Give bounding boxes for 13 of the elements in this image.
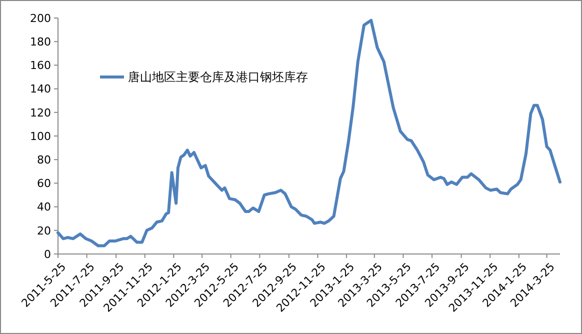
y-tick-label: 0 xyxy=(44,248,51,261)
y-tick-label: 100 xyxy=(30,130,51,143)
y-tick-label: 140 xyxy=(30,82,51,96)
y-tick-label: 20 xyxy=(37,224,51,238)
y-tick-label: 180 xyxy=(30,35,51,48)
y-tick-label: 200 xyxy=(30,12,51,25)
line-series xyxy=(56,18,562,248)
y-tick-label: 160 xyxy=(30,59,51,72)
y-tick-label: 40 xyxy=(37,200,51,214)
y-tick-label: 60 xyxy=(37,177,51,190)
y-tick-label: 80 xyxy=(37,153,51,166)
legend-label: 唐山地区主要仓库及港口钢坯库存 xyxy=(128,70,308,84)
y-tick-label: 120 xyxy=(30,106,51,120)
